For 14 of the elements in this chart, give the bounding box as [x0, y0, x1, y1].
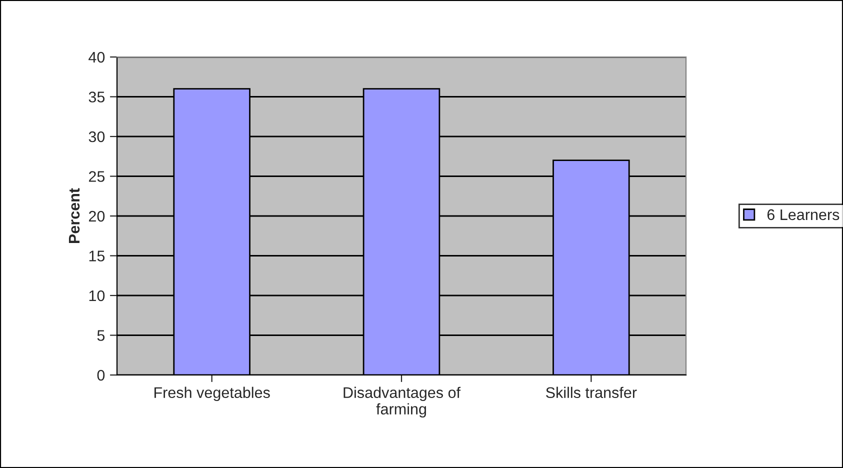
- y-tick-label: 25: [88, 171, 105, 182]
- x-tick-label: Disadvantages of farming: [344, 386, 461, 418]
- y-tick-label: 15: [89, 250, 105, 262]
- y-tick-label: 0: [97, 370, 105, 381]
- y-tick-label: 30: [88, 131, 105, 142]
- x-tick-label: Fresh vegetables: [154, 386, 270, 402]
- y-tick-label: 35: [88, 92, 105, 102]
- y-tick-label: 20: [88, 210, 105, 222]
- y-tick-label: 5: [97, 330, 105, 341]
- legend-label: 6 Learners: [767, 209, 840, 220]
- y-tick-label: 10: [89, 290, 105, 302]
- y-tick-label: 40: [88, 52, 105, 63]
- y-axis-title: Percent: [68, 188, 80, 243]
- x-tick-label: Skills transfer: [546, 386, 637, 398]
